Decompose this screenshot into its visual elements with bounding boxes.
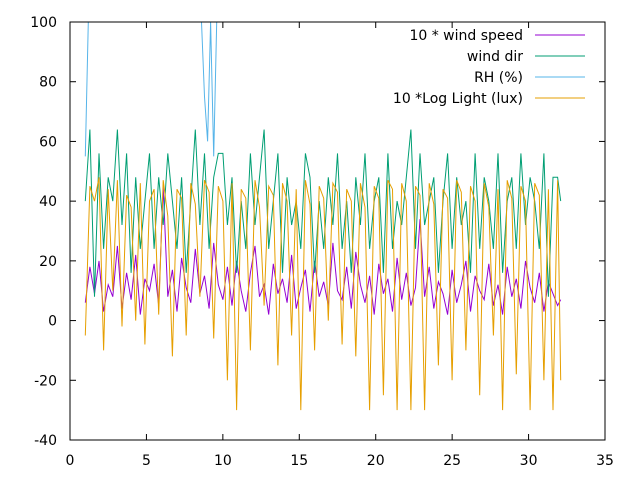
y-tick-label: 40: [39, 194, 57, 210]
y-tick-label: 80: [39, 75, 57, 91]
y-tick-label: 0: [48, 314, 57, 330]
x-tick-label: 0: [66, 453, 75, 469]
legend-label-0: 10 * wind speed: [409, 28, 523, 44]
x-tick-label: 5: [142, 453, 151, 469]
legend-label-3: 10 *Log Light (lux): [393, 91, 523, 107]
y-tick-label: 100: [30, 15, 57, 31]
x-axis: 0 5 10 15 20 25 30 35: [66, 22, 614, 469]
series-line-0: [84, 186, 562, 315]
y-tick-label: -20: [34, 373, 57, 389]
y-tick-label: -40: [34, 433, 57, 449]
legend-label-2: RH (%): [474, 70, 523, 86]
x-tick-label: 35: [596, 453, 614, 469]
x-tick-label: 25: [443, 453, 461, 469]
legend-label-1: wind dir: [467, 49, 523, 65]
x-tick-label: 30: [520, 453, 538, 469]
x-tick-label: 15: [290, 453, 308, 469]
series-line-1: [84, 129, 562, 297]
plot-frame: [69, 21, 606, 441]
legend: 10 * wind speed wind dir RH (%) 10 *Log Lig…: [393, 28, 585, 107]
y-tick-label: 60: [39, 134, 57, 150]
series-line-3: [84, 177, 562, 411]
y-tick-label: 20: [39, 254, 57, 270]
x-tick-label: 10: [214, 453, 232, 469]
series-layer: [84, 22, 562, 411]
x-tick-label: 20: [367, 453, 385, 469]
y-axis: -40 -20 0 20 40 60 80 100: [30, 15, 605, 449]
